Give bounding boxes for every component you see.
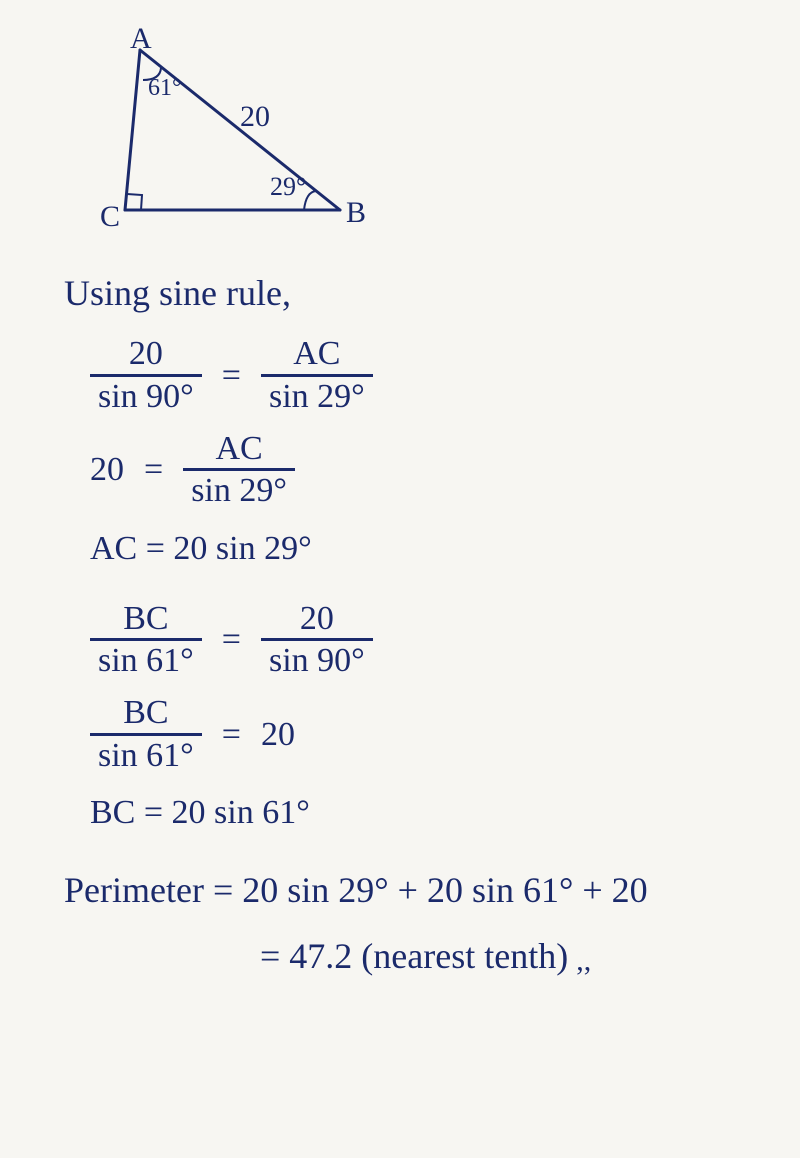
num-BC: BC [115,601,176,637]
num-20: 20 [292,601,342,637]
den-sin61: sin 61° [90,738,202,774]
equals: = [138,446,169,494]
angle-A-label: 61° [148,75,182,102]
equals: = [216,711,247,759]
eq-1: 20 sin 90° = AC sin 29° [90,336,740,414]
frac-BC-over-sin61: BC sin 61° [90,601,202,679]
rhs-20: 20 [261,711,295,759]
eq-5: BC sin 61° = 20 [90,695,740,773]
frac-AC-over-sin29: AC sin 29° [261,336,373,414]
frac-20-over-sin90-b: 20 sin 90° [261,601,373,679]
side-AB-label: 20 [240,100,270,134]
num-AC: AC [285,336,348,372]
eq-6-BC-result: BC = 20 sin 61° [90,789,740,837]
triangle-diagram: A B C 61° 29° 20 [60,40,360,240]
den-sin61: sin 61° [90,643,202,679]
num-AC: AC [207,431,270,467]
frac-AC-over-sin29-b: AC sin 29° [183,431,295,509]
heading-using-sine-rule: Using sine rule, [64,268,740,318]
equals: = [216,352,247,400]
num-20: 20 [121,336,171,372]
den-sin90: sin 90° [90,379,202,415]
perimeter-result: = 47.2 (nearest tenth) ,, [260,931,740,981]
frac-BC-over-sin61-b: BC sin 61° [90,695,202,773]
eq-4: BC sin 61° = 20 sin 90° [90,601,740,679]
equals: = [216,616,247,664]
end-ticks: ,, [576,940,591,982]
vertex-B-label: B [346,196,366,230]
vertex-A-label: A [130,22,152,56]
den-sin90: sin 90° [261,643,373,679]
den-sin29: sin 29° [261,379,373,415]
vertex-C-label: C [100,200,120,234]
frac-20-over-sin90: 20 sin 90° [90,336,202,414]
num-BC: BC [115,695,176,731]
eq-2: 20 = AC sin 29° [90,431,740,509]
angle-B-label: 29° [270,172,306,202]
page: A B C 61° 29° 20 Using sine rule, 20 sin… [0,0,800,1158]
den-sin29: sin 29° [183,473,295,509]
eq-3-AC-result: AC = 20 sin 29° [90,525,740,573]
perimeter-expression: Perimeter = 20 sin 29° + 20 sin 61° + 20 [64,865,740,915]
lhs-20: 20 [90,446,124,494]
perimeter-value: = 47.2 (nearest tenth) [260,931,568,981]
